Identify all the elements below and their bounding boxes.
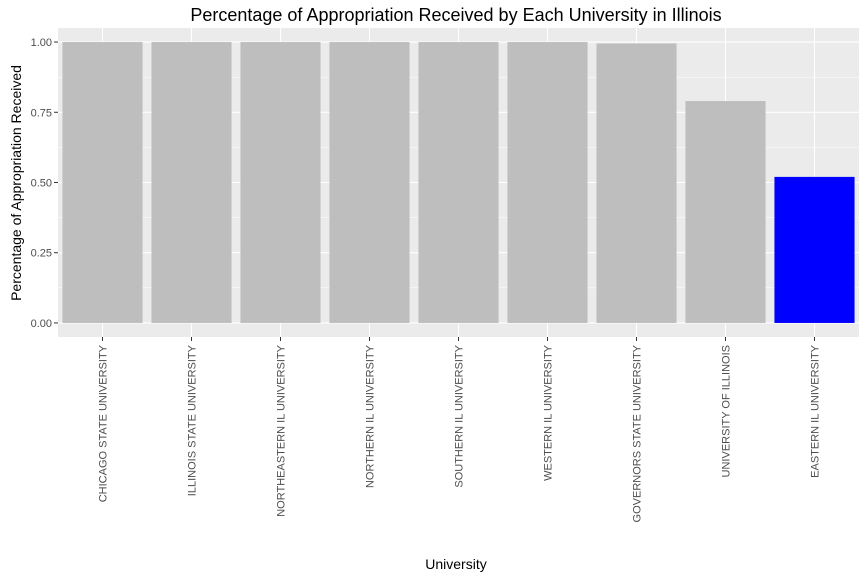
x-tick-label: CHICAGO STATE UNIVERSITY (98, 344, 110, 502)
x-axis-title: University (425, 556, 486, 572)
y-tick-label: 0.25 (31, 248, 52, 260)
y-tick-label: 0.75 (31, 107, 52, 119)
bar (774, 176, 855, 323)
x-tick-label: GOVERNORS STATE UNIVERSITY (632, 344, 644, 522)
y-tick-label: 0.00 (31, 318, 52, 330)
bar (329, 42, 410, 323)
bar (151, 42, 232, 323)
bar (62, 42, 143, 323)
bar (685, 101, 766, 323)
x-tick-label: EASTERN IL UNIVERSITY (810, 344, 822, 478)
x-axis-ticks: CHICAGO STATE UNIVERSITY ILLINOIS STATE U… (98, 337, 822, 522)
x-tick-label: SOUTHERN IL UNIVERSITY (454, 344, 466, 487)
x-tick-label: UNIVERSITY OF ILLINOIS (721, 345, 733, 477)
x-tick-label: ILLINOIS STATE UNIVERSITY (187, 344, 199, 496)
x-tick-label: WESTERN IL UNIVERSITY (543, 344, 555, 481)
bar (418, 42, 499, 323)
chart-title: Percentage of Appropriation Received by … (190, 5, 721, 25)
y-axis-ticks: 0.00 0.25 0.50 0.75 1.00 (31, 37, 58, 330)
bar (596, 43, 677, 323)
x-tick-label: NORTHERN IL UNIVERSITY (365, 344, 377, 488)
bars (62, 42, 855, 323)
y-axis-title: Percentage of Appropriation Received (8, 65, 24, 301)
x-tick-label: NORTHEASTERN IL UNIVERSITY (276, 344, 288, 516)
bar (240, 42, 321, 323)
y-tick-label: 1.00 (31, 37, 52, 49)
bar (507, 42, 588, 323)
y-tick-label: 0.50 (31, 178, 52, 190)
